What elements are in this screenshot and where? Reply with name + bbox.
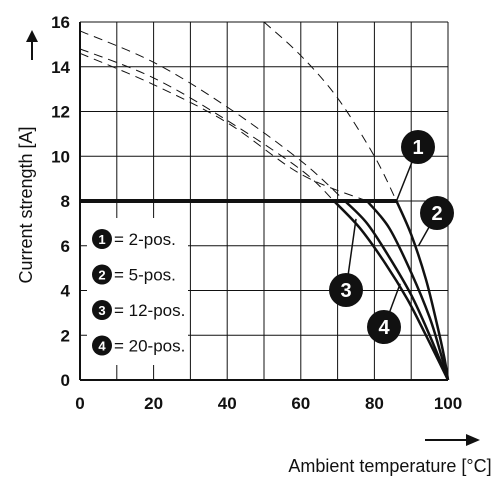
y-tick-label: 12: [51, 103, 70, 122]
y-tick-label: 2: [61, 326, 70, 345]
x-tick-label: 100: [434, 394, 462, 413]
y-axis-arrow-icon: [26, 30, 38, 60]
x-tick-label: 20: [144, 394, 163, 413]
curve-marker-number: 3: [340, 280, 351, 302]
legend-marker-number: 2: [98, 268, 105, 283]
series-curve-1: [395, 200, 450, 381]
y-tick-label: 10: [51, 147, 70, 166]
legend-label: = 5-pos.: [114, 266, 176, 285]
y-tick-labels: 0 2 4 6 8 10 12 14 16: [51, 13, 70, 390]
y-tick-label: 14: [51, 58, 70, 77]
dashed-curve: [79, 48, 335, 202]
legend-label: = 20-pos.: [114, 337, 185, 356]
y-tick-label: 8: [61, 192, 70, 211]
series-curve-2: [366, 200, 450, 381]
series-curve-3: [344, 200, 450, 381]
legend-marker-number: 4: [98, 339, 106, 354]
x-tick-label: 60: [291, 394, 310, 413]
legend-marker-3: [92, 300, 112, 320]
x-tick-label: 40: [218, 394, 237, 413]
curve-marker-number: 4: [378, 317, 390, 339]
legend-label: = 12-pos.: [114, 301, 185, 320]
dashed-curve: [79, 52, 368, 202]
curve-marker-2: [420, 196, 454, 230]
curve-marker-1: [401, 130, 435, 164]
x-tick-label: 0: [75, 394, 84, 413]
series-lines: [333, 200, 450, 381]
y-tick-label: 6: [61, 237, 70, 256]
legend-marker-1: [92, 229, 112, 249]
y-axis-title: Current strength [A]: [16, 126, 36, 283]
curve-marker-4: [367, 310, 401, 344]
legend-label: = 2-pos.: [114, 230, 176, 249]
dashed-curve: [79, 30, 346, 202]
x-axis-arrow-icon: [425, 434, 480, 446]
x-tick-label: 80: [365, 394, 384, 413]
y-tick-label: 0: [61, 371, 70, 390]
dashed-curve: [263, 21, 397, 202]
curve-markers: 1 2 3 4: [329, 130, 454, 344]
y-tick-label: 4: [61, 282, 71, 301]
legend-marker-number: 3: [98, 303, 105, 318]
curve-marker-number: 2: [431, 203, 442, 225]
legend-marker-4: [92, 335, 112, 356]
x-axis-title: Ambient temperature [°C]: [288, 456, 491, 476]
curve-marker-number: 1: [412, 137, 423, 159]
curve-marker-3: [329, 273, 363, 307]
x-tick-labels: 0 20 40 60 80 100: [75, 394, 462, 413]
y-tick-label: 16: [51, 13, 70, 32]
axes: [79, 22, 448, 381]
legend-marker-number: 1: [98, 232, 105, 247]
dashed-derating-curves: [79, 21, 397, 202]
series-curve-4: [333, 200, 450, 381]
legend: 1 = 2-pos. 2 = 5-pos. 3 = 12-pos. 4 = 20-pos.: [87, 218, 188, 365]
legend-marker-2: [92, 264, 112, 285]
